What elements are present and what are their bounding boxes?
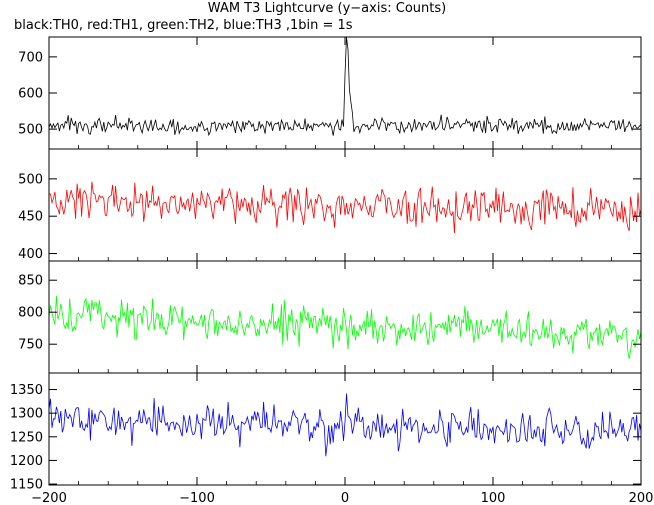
y-tick-label: 750: [18, 338, 43, 353]
panel-frame-th1: [48, 148, 642, 262]
y-tick-label: 600: [18, 87, 43, 102]
x-tick-label: 100: [481, 491, 506, 505]
series-line-th0: [48, 36, 642, 137]
y-tick-label: 500: [18, 172, 43, 187]
x-tick-label: 200: [629, 491, 654, 505]
series-line-th2: [48, 295, 642, 360]
y-tick-label: 850: [18, 274, 43, 289]
y-tick-label: 1200: [10, 454, 43, 469]
x-tick-label: −200: [31, 491, 67, 505]
panel-frame-th3: [48, 372, 642, 486]
y-tick-label: 1300: [10, 407, 43, 422]
x-tick-label: 0: [341, 491, 349, 505]
series-line-th3: [48, 393, 642, 457]
y-tick-label: 700: [18, 50, 43, 65]
y-tick-label: 500: [18, 123, 43, 138]
series-line-th1: [48, 181, 642, 234]
y-tick-label: 1150: [10, 478, 43, 493]
y-tick-label: 1250: [10, 430, 43, 445]
chart-subtitle: black:TH0, red:TH1, green:TH2, blue:TH3 …: [14, 18, 353, 33]
chart-title: WAM T3 Lightcurve (y−axis: Counts): [207, 1, 447, 16]
y-tick-label: 800: [18, 306, 43, 321]
y-tick-label: 1350: [10, 383, 43, 398]
x-tick-label: −100: [179, 491, 215, 505]
y-tick-label: 450: [18, 210, 43, 225]
y-tick-label: 400: [18, 247, 43, 262]
